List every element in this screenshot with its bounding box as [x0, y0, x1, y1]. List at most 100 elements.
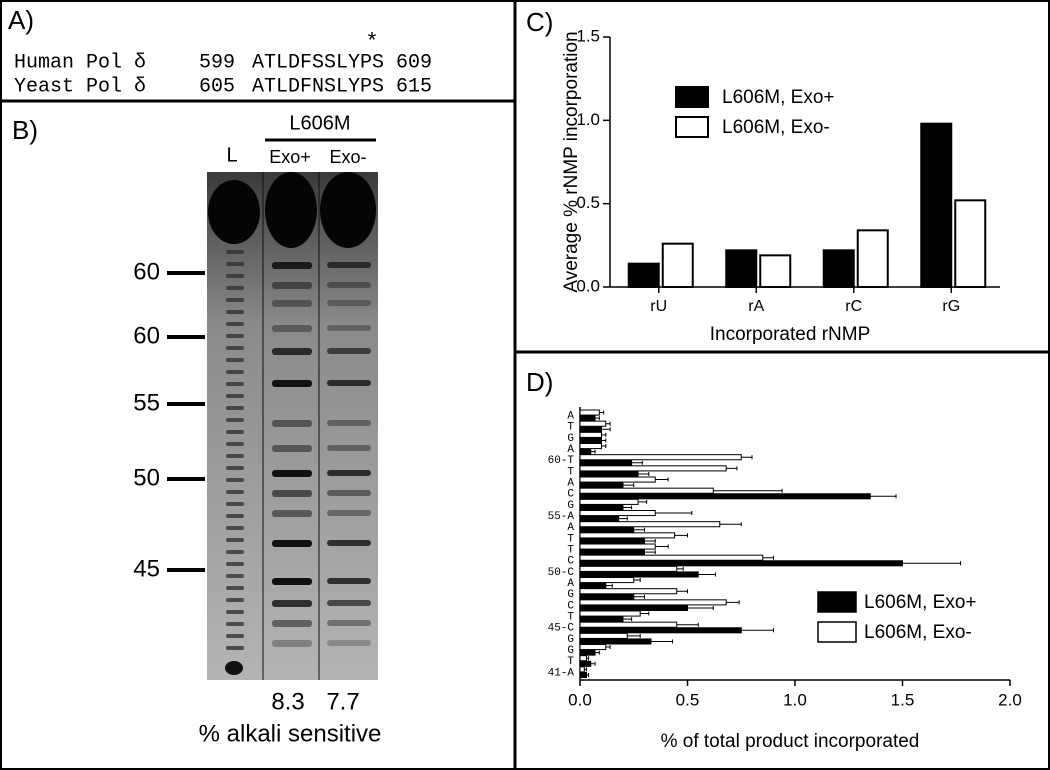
gel-band	[226, 478, 244, 482]
error-bar	[698, 572, 716, 577]
x-tick-label: 1.0	[783, 690, 807, 709]
error-bar	[870, 494, 897, 499]
percent: 8.3	[271, 688, 304, 715]
bar	[579, 543, 656, 550]
gel-band	[226, 346, 244, 350]
bar	[579, 431, 602, 438]
error-bar	[726, 466, 738, 471]
gel-blob	[225, 661, 243, 675]
bar	[579, 521, 721, 528]
y-tick-label: 60-T	[548, 455, 575, 467]
error-bar	[633, 594, 645, 599]
bar	[579, 532, 676, 539]
species: Human Pol δ	[14, 51, 146, 74]
gel-band	[226, 514, 244, 518]
gel-band	[272, 325, 312, 332]
bar	[579, 604, 688, 612]
gel-band	[272, 540, 312, 547]
gel-band	[226, 646, 244, 650]
gel-band	[226, 466, 244, 470]
bar	[627, 262, 660, 288]
bar	[725, 249, 758, 288]
gel-band	[327, 540, 371, 546]
panel-label: D)	[526, 367, 553, 397]
gel-band	[272, 348, 312, 355]
error-bar	[586, 672, 590, 677]
error-bar	[595, 650, 600, 655]
error-bar	[633, 578, 641, 583]
bar	[579, 660, 592, 667]
gel-band	[272, 420, 312, 427]
error-bar	[644, 550, 656, 555]
gel-band	[226, 382, 244, 386]
error-bar	[605, 421, 611, 426]
bar	[579, 426, 602, 433]
error-bar	[676, 622, 699, 627]
error-bar	[650, 639, 673, 644]
bar	[579, 549, 645, 556]
gel-band	[226, 622, 244, 626]
error-bar	[601, 444, 607, 449]
gel-band	[226, 610, 244, 614]
x-tick-label: 1.5	[891, 690, 915, 709]
gel-band	[272, 620, 312, 627]
bar	[759, 254, 792, 288]
start: 605	[199, 75, 235, 98]
end: 615	[396, 75, 432, 98]
error-bar	[590, 661, 596, 666]
error-bar	[638, 471, 650, 476]
x-tick-label: 2.0	[998, 690, 1022, 709]
error-bar	[719, 522, 742, 527]
legend-label: L606M, Exo+	[864, 592, 977, 613]
legend-swatch	[817, 621, 857, 643]
bar	[579, 515, 620, 522]
error-bar	[644, 538, 656, 543]
error-bar	[601, 427, 611, 432]
gel-band	[327, 282, 371, 288]
error-bar	[584, 667, 587, 672]
bar	[579, 454, 742, 461]
gel-band	[226, 454, 244, 458]
size-marker: 60	[133, 258, 160, 285]
y-axis-label: Average % rNMP incorporation	[561, 31, 582, 292]
bar	[856, 229, 889, 288]
y-tick-label: C	[567, 600, 574, 612]
error-bar	[638, 499, 648, 504]
bar	[579, 420, 607, 427]
y-tick-label: C	[567, 556, 574, 568]
y-tick-label: A	[567, 410, 574, 422]
gel-band	[272, 490, 312, 497]
error-bar	[605, 583, 613, 588]
gel-band	[327, 490, 371, 496]
bar	[579, 487, 714, 494]
y-tick-label: A	[567, 444, 574, 456]
panel-label: C)	[526, 7, 553, 37]
bar	[579, 649, 596, 656]
gel-band	[327, 445, 371, 451]
legend-swatch	[675, 116, 709, 138]
y-tick-label: 1.0	[576, 110, 600, 129]
gel-band	[226, 442, 244, 446]
gel-band	[272, 300, 312, 307]
species: Yeast Pol δ	[14, 75, 146, 98]
gel-band	[327, 380, 371, 386]
error-bar	[633, 527, 645, 532]
sequence: ATLDFNSLYPS	[252, 75, 384, 98]
bar	[920, 122, 953, 288]
y-tick-label: G	[567, 589, 574, 601]
percent: 7.7	[326, 688, 359, 715]
bar	[579, 610, 641, 617]
gel-band	[327, 578, 371, 584]
x-tick-label: rC	[845, 298, 862, 315]
lane-label: Exo-	[329, 147, 366, 167]
x-tick-label: 0.0	[568, 690, 592, 709]
y-tick-label: G	[567, 433, 574, 445]
y-tick-label: T	[567, 656, 574, 668]
error-bar	[627, 633, 641, 638]
error-bar	[902, 561, 962, 566]
y-tick-label: 1.5	[576, 26, 600, 45]
x-tick-label: rA	[748, 298, 764, 315]
error-bar	[623, 617, 633, 622]
bar	[579, 632, 628, 639]
